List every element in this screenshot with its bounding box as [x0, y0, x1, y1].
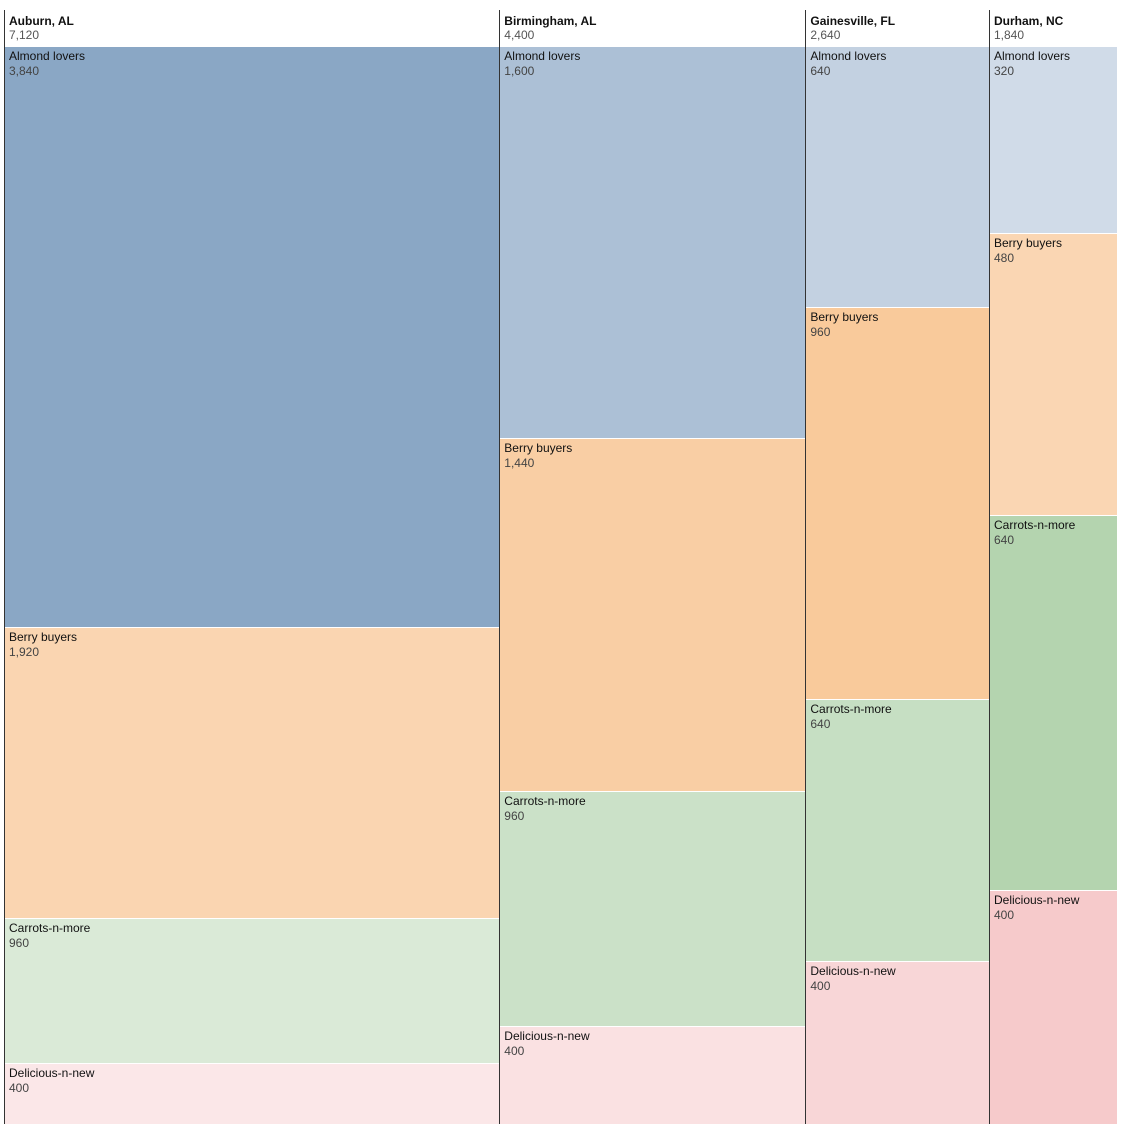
cell-category-label: Carrots-n-more: [9, 921, 91, 936]
mosaic-cell: Berry buyers 1,920: [5, 627, 500, 919]
column-total-label: 7,120: [9, 28, 40, 42]
column-3: Durham, NC 1,840: [989, 10, 1117, 1124]
mosaic-cell: Delicious-n-new 400: [500, 1026, 806, 1124]
column-header: Durham, NC 1,840: [994, 14, 1063, 42]
mosaic-cell: Almond lovers 1,600: [500, 46, 806, 438]
cell-value-label: 3,840: [9, 64, 40, 78]
column-header: Gainesville, FL 2,640: [810, 14, 895, 42]
cell-category-label: Delicious-n-new: [994, 892, 1080, 907]
cell-category-label: Almond lovers: [504, 49, 581, 63]
cell-value-label: 640: [810, 64, 831, 78]
cell-value-label: 400: [994, 907, 1015, 922]
cell-category-label: Berry buyers: [994, 236, 1063, 251]
column-divider: [4, 10, 5, 1124]
mosaic-cell: Carrots-n-more 640: [806, 699, 989, 961]
cell-value-label: 480: [994, 251, 1015, 266]
mosaic-cell: Almond lovers 320: [990, 46, 1117, 234]
cell-category-label: Almond lovers: [994, 49, 1071, 63]
cell-category-label: Delicious-n-new: [504, 1029, 590, 1043]
column-total-label: 2,640: [810, 28, 841, 42]
cell-value-label: 400: [810, 978, 831, 993]
mosaic-cell: Almond lovers 3,840: [5, 46, 500, 628]
cell-value-label: 1,440: [504, 456, 535, 470]
mosaic-cell: Berry buyers 960: [806, 307, 989, 700]
mosaic-cell: Delicious-n-new 400: [990, 889, 1117, 1124]
mosaic-cell: Berry buyers 480: [990, 233, 1117, 515]
cell-category-label: Delicious-n-new: [810, 963, 896, 978]
column-name-label: Durham, NC: [994, 14, 1064, 28]
cell-category-label: Carrots-n-more: [810, 702, 892, 717]
cell-category-label: Carrots-n-more: [994, 517, 1076, 532]
column-divider: [989, 10, 990, 1124]
cell-category-label: Carrots-n-more: [504, 793, 586, 808]
cell-value-label: 960: [9, 936, 30, 951]
cell-category-label: Berry buyers: [9, 630, 78, 645]
cell-category-label: Berry buyers: [504, 441, 573, 455]
column-1: Birmingham, AL 4,400: [499, 10, 805, 1124]
mosaic-cell: Carrots-n-more 960: [5, 918, 500, 1064]
mosaic-cell: Carrots-n-more 640: [990, 514, 1117, 890]
cell-value-label: 640: [994, 532, 1015, 547]
cell-value-label: 960: [504, 808, 525, 823]
column-0: Auburn, AL 7,120: [4, 10, 499, 1124]
mosaic-cell: Berry buyers 1,440: [500, 438, 806, 791]
column-total-label: 4,400: [504, 28, 535, 42]
cell-value-label: 640: [810, 717, 831, 732]
column-name-label: Auburn, AL: [9, 14, 74, 28]
cell-value-label: 1,600: [504, 64, 535, 78]
mosaic-cell: Delicious-n-new 400: [5, 1063, 500, 1124]
column-header: Auburn, AL 7,120: [9, 14, 74, 42]
cell-value-label: 1,920: [9, 645, 40, 660]
column-total-label: 1,840: [994, 28, 1025, 42]
cell-category-label: Delicious-n-new: [9, 1066, 95, 1081]
cell-value-label: 320: [994, 64, 1015, 78]
column-header: Birmingham, AL 4,400: [504, 14, 596, 42]
mosaic-cell: Almond lovers 640: [806, 46, 989, 308]
cell-value-label: 400: [9, 1081, 30, 1096]
column-name-label: Gainesville, FL: [810, 14, 896, 28]
column-2: Gainesville, FL 2,640: [805, 10, 989, 1124]
cell-category-label: Berry buyers: [810, 310, 879, 325]
mosaic-cell: Carrots-n-more 960: [500, 790, 806, 1026]
column-name-label: Birmingham, AL: [504, 14, 597, 28]
cell-value-label: 400: [504, 1044, 525, 1058]
cell-value-label: 960: [810, 325, 831, 340]
cell-category-label: Almond lovers: [9, 49, 86, 63]
column-divider: [499, 10, 501, 1124]
cell-category-label: Almond lovers: [810, 49, 887, 63]
column-divider: [805, 10, 807, 1124]
mosaic-cell: Delicious-n-new 400: [806, 960, 989, 1124]
